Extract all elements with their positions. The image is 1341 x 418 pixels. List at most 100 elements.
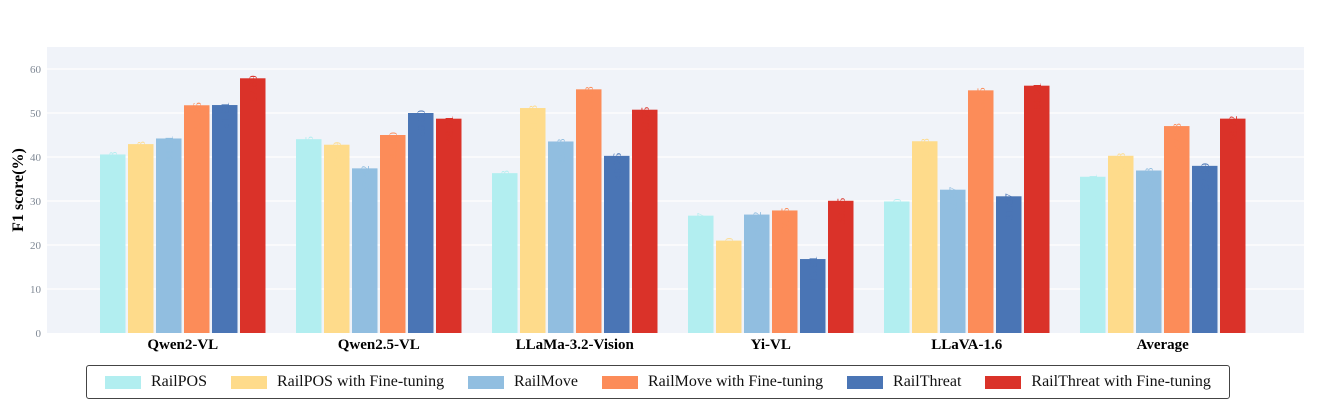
y-tick-label: 30 (30, 196, 42, 208)
bar (604, 155, 630, 333)
data-label: 37.99 (1198, 163, 1212, 190)
x-category-label: Qwen2-VL (147, 337, 218, 353)
bar (380, 135, 406, 333)
y-tick-label: 20 (30, 240, 42, 252)
bar (716, 240, 742, 333)
data-label: 56.21 (1030, 83, 1044, 110)
data-label: 55.38 (582, 86, 596, 113)
data-label: 50.75 (638, 107, 652, 134)
data-label: 51.76 (190, 102, 204, 129)
bar (352, 168, 378, 333)
y-tick-label: 50 (30, 108, 42, 120)
data-label: 44.21 (162, 135, 176, 162)
bar (828, 200, 854, 333)
bar (520, 108, 546, 333)
bar (772, 210, 798, 333)
legend-swatch (985, 375, 1022, 389)
bar (632, 109, 658, 333)
data-label: 35.51 (1086, 174, 1100, 201)
y-axis-title: F1 score(%) (10, 148, 27, 232)
bar (576, 89, 602, 333)
bar (296, 139, 322, 333)
bar (324, 144, 350, 333)
bar (912, 141, 938, 333)
data-label: 30.05 (834, 198, 848, 225)
legend-item: RailMove (468, 373, 578, 391)
data-label: 57.89 (246, 75, 260, 102)
bar (688, 215, 714, 333)
legend-swatch (104, 375, 141, 389)
data-label: 48.72 (1226, 116, 1240, 143)
data-label: 21.00 (722, 238, 736, 265)
data-label: 26.67 (694, 213, 708, 240)
legend-item: RailMove with Fine-tuning (601, 373, 824, 391)
bar (436, 118, 462, 334)
legend-swatch (468, 375, 505, 389)
legend-item: RailPOS with Fine-tuning (230, 373, 445, 391)
x-category-label: Qwen2.5-VL (338, 337, 420, 353)
data-label: 40.28 (1114, 153, 1128, 180)
legend-swatch (601, 375, 638, 389)
bar (884, 201, 910, 333)
data-label: 48.71 (442, 116, 456, 143)
data-label: 40.26 (610, 153, 624, 180)
legend-label: RailThreat with Fine-tuning (1031, 373, 1211, 390)
data-label: 27.85 (778, 207, 792, 234)
data-label: 45.00 (386, 132, 400, 159)
x-axis-categories: Qwen2-VL Qwen2.5-VL LLaMa-3.2-Vision Yi-VL L… (147, 337, 1189, 353)
legend-swatch (230, 375, 267, 389)
bar (128, 144, 154, 333)
data-label: 37.42 (358, 165, 372, 192)
bar (1220, 118, 1246, 333)
data-label: 16.81 (806, 256, 820, 283)
data-label: 44.05 (302, 136, 316, 163)
data-label: 42.79 (330, 142, 344, 169)
legend-label: RailPOS (150, 373, 207, 390)
bar (156, 138, 182, 333)
bar (408, 113, 434, 333)
bar (996, 196, 1022, 333)
bar (1108, 155, 1134, 333)
data-label: 47.03 (1170, 123, 1184, 150)
legend-item: RailThreat (847, 373, 961, 391)
legend-label: RailMove (514, 373, 579, 390)
data-label: 29.90 (890, 198, 904, 225)
data-label: 40.58 (106, 151, 120, 178)
legend-label: RailMove with Fine-tuning (647, 373, 824, 390)
data-label: 32.57 (946, 187, 960, 214)
legend: RailPOS RailPOS with Fine-tuning RailMove R… (86, 365, 1230, 399)
y-tick-label: 40 (30, 152, 42, 164)
bar (968, 90, 994, 333)
data-label: 42.93 (134, 141, 148, 168)
data-label: 51.13 (526, 105, 540, 132)
bar (1192, 165, 1218, 333)
data-labels: 40.58 42.93 44.21 51.76 51.81 57.89 44.05 42.79… (106, 75, 1240, 283)
legend-item: RailPOS (104, 373, 207, 391)
y-axis-ticks: 0 10 20 30 40 50 60 (30, 64, 42, 340)
bar (240, 78, 266, 333)
data-label: 43.53 (554, 138, 568, 165)
x-category-label: Yi-VL (751, 337, 791, 353)
y-tick-label: 0 (36, 328, 42, 340)
bar (744, 214, 770, 333)
legend-swatch (847, 375, 884, 389)
bar (800, 259, 826, 333)
y-tick-label: 60 (30, 64, 42, 76)
bar (1164, 126, 1190, 334)
x-category-label: LLaVA-1.6 (931, 337, 1002, 353)
bar (212, 105, 238, 333)
bar (1136, 170, 1162, 333)
data-label: 36.33 (498, 170, 512, 197)
data-label: 36.93 (1142, 168, 1156, 195)
data-label: 31.07 (1002, 193, 1016, 220)
bar (492, 173, 518, 333)
bar (184, 105, 210, 333)
data-label: 43.58 (918, 138, 932, 165)
legend-label: RailPOS with Fine-tuning (276, 373, 445, 390)
data-label: 26.92 (750, 212, 764, 239)
y-tick-label: 10 (30, 284, 42, 296)
data-label: 51.81 (218, 102, 232, 129)
bar (940, 189, 966, 333)
bars (100, 78, 1246, 334)
